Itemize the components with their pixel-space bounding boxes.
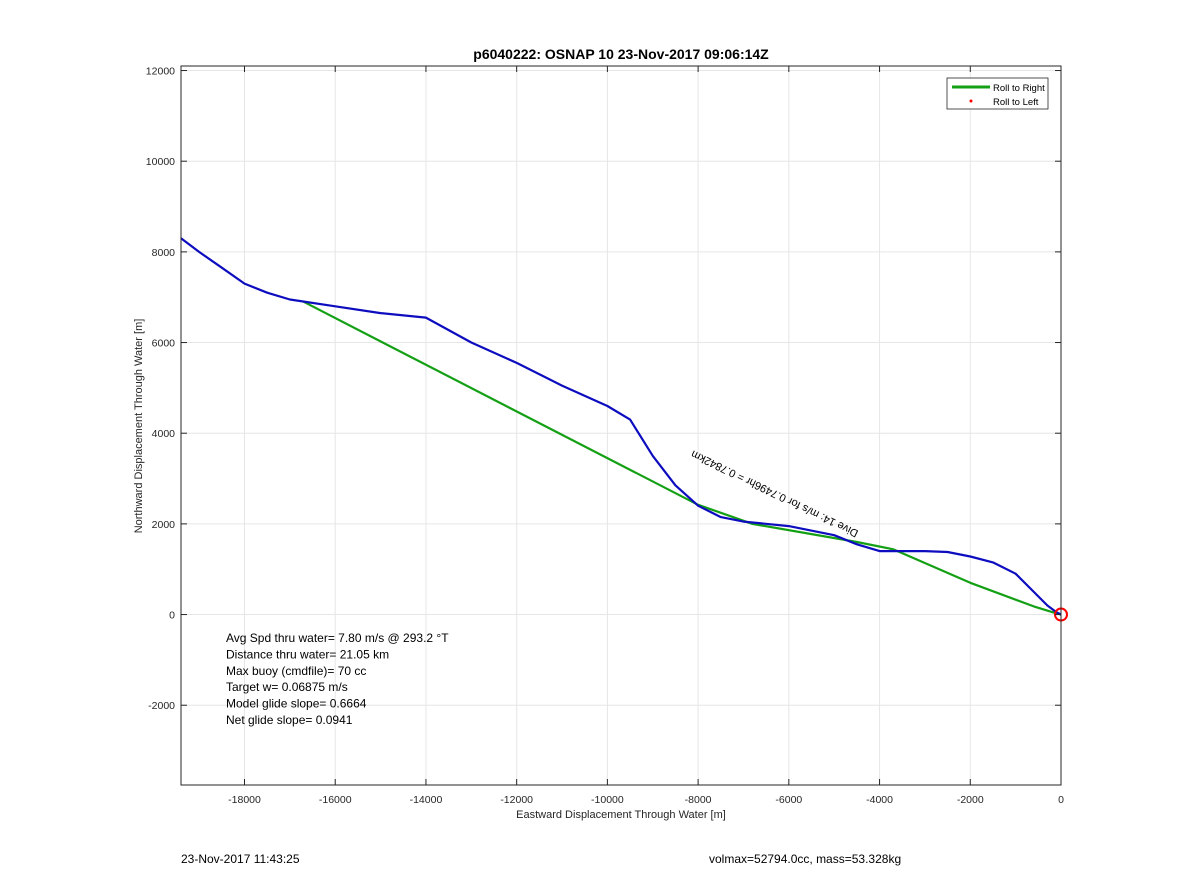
x-tick-label: -10000: [591, 794, 624, 806]
footer-volmax-mass: volmax=52794.0cc, mass=53.328kg: [709, 852, 902, 866]
grid: [181, 66, 1062, 785]
x-tick-label: -16000: [319, 794, 352, 806]
y-axis-label: Northward Displacement Through Water [m]: [133, 319, 145, 534]
tick-labels: -18000 -16000 -14000 -12000 -10000 -8000 -6000…: [146, 66, 1064, 806]
stats-line: Max buoy (cmdfile)= 70 cc: [226, 664, 366, 678]
ticks: [181, 66, 1062, 785]
legend: Roll to Right Roll to Left: [946, 77, 1049, 110]
legend-label-roll-left: Roll to Left: [993, 97, 1039, 108]
legend-box: [946, 77, 1049, 110]
x-tick-label: -18000: [228, 794, 261, 806]
x-tick-label: -8000: [685, 794, 712, 806]
stats-line: Distance thru water= 21.05 km: [226, 647, 389, 661]
series-track: [180, 237, 1062, 616]
plot-area-border: [180, 65, 1062, 786]
x-tick-label: -2000: [957, 794, 984, 806]
y-tick-label: 6000: [152, 338, 176, 350]
y-tick-label: -2000: [148, 700, 175, 712]
stats-line: Model glide slope= 0.6664: [226, 697, 367, 711]
footer-timestamp: 23-Nov-2017 11:43:25: [181, 852, 300, 866]
stats-line: Target w= 0.06875 m/s: [226, 680, 348, 694]
stats-line: Net glide slope= 0.0941: [226, 713, 353, 727]
y-tick-label: 0: [169, 610, 175, 622]
y-tick-label: 10000: [146, 156, 175, 168]
x-tick-label: -14000: [410, 794, 443, 806]
stats-line: Avg Spd thru water= 7.80 m/s @ 293.2 °T: [226, 631, 449, 645]
series-roll-to-right: [302, 300, 1062, 616]
x-axis-label: Eastward Displacement Through Water [m]: [516, 809, 726, 821]
y-tick-label: 4000: [152, 428, 176, 440]
y-tick-label: 2000: [152, 519, 176, 531]
y-tick-label: 12000: [146, 66, 175, 78]
y-tick-label: 8000: [152, 247, 176, 259]
x-tick-label: -4000: [866, 794, 893, 806]
series-layer: [180, 237, 1068, 622]
x-tick-label: -12000: [500, 794, 533, 806]
x-tick-label: 0: [1058, 794, 1064, 806]
legend-swatch-roll-left: [969, 99, 973, 103]
chart-title: p6040222: OSNAP 10 23-Nov-2017 09:06:14Z: [473, 46, 769, 62]
stats-box: Avg Spd thru water= 7.80 m/s @ 293.2 °T D…: [226, 631, 449, 727]
x-tick-label: -6000: [775, 794, 802, 806]
legend-label-roll-right: Roll to Right: [993, 83, 1045, 94]
